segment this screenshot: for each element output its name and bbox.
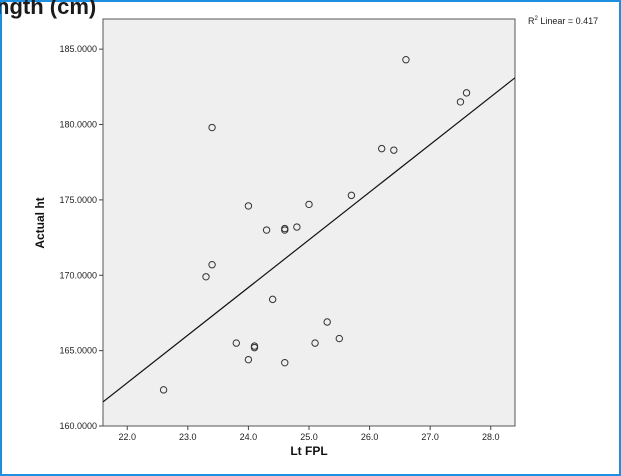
- scatter-point: [232, 339, 240, 347]
- scatter-point: [311, 339, 319, 347]
- y-tick-label: 160.0000: [59, 421, 97, 431]
- fit-label-prefix: R: [528, 16, 535, 26]
- scatter-point: [244, 202, 253, 210]
- y-tick-label: 165.0000: [59, 346, 97, 356]
- x-tick-label: 28.0: [482, 432, 500, 442]
- scatter-point: [268, 295, 277, 304]
- scatter-point: [244, 355, 253, 364]
- fit-label-suffix: Linear = 0.417: [538, 16, 598, 26]
- axis-ticks: 22.0 23.0 24.0 25.0 26.0 27.0 28.0 160.0000 165.…: [59, 44, 499, 442]
- y-tick-label: 185.0000: [59, 44, 97, 54]
- fit-line-layer: [103, 77, 515, 403]
- scatter-point: [456, 98, 465, 106]
- scatter-point: [390, 146, 398, 154]
- title-fragment: ngth (cm): [0, 0, 96, 19]
- scatter-point: [159, 386, 168, 394]
- plot-area: [102, 18, 516, 427]
- scatter-point: [402, 56, 410, 64]
- y-axis-title: Actual ht: [33, 197, 47, 248]
- y-tick-label: 170.0000: [59, 270, 97, 280]
- scatter-point: [323, 318, 331, 326]
- scatter-point: [462, 89, 471, 97]
- x-tick-label: 25.0: [300, 432, 318, 442]
- x-tick-label: 27.0: [421, 432, 439, 442]
- x-axis-title: Lt FPL: [290, 444, 327, 458]
- scatter-point: [335, 334, 343, 343]
- scatter-point: [347, 191, 356, 200]
- x-tick-label: 22.0: [118, 432, 136, 442]
- scatter-point: [202, 273, 210, 281]
- scatter-point: [250, 343, 259, 352]
- regression-line: [103, 77, 515, 403]
- scatter-point: [378, 144, 386, 153]
- x-tick-label: 24.0: [240, 432, 258, 442]
- scatter-point: [305, 200, 313, 209]
- scatter-point: [281, 226, 289, 234]
- y-tick-label: 180.0000: [59, 120, 97, 130]
- scatter-point: [281, 358, 289, 367]
- scatter-point: [293, 223, 301, 231]
- scatter-point: [262, 226, 271, 234]
- scatter-points: [159, 56, 471, 394]
- scatter-point: [208, 261, 216, 269]
- y-tick-label: 175.0000: [59, 195, 97, 205]
- fit-label-sup: 2: [535, 16, 539, 22]
- fit-line-label: R2 Linear = 0.417: [528, 16, 598, 26]
- x-tick-label: 23.0: [179, 432, 197, 442]
- x-tick-label: 26.0: [361, 432, 379, 442]
- scatter-point: [208, 123, 216, 132]
